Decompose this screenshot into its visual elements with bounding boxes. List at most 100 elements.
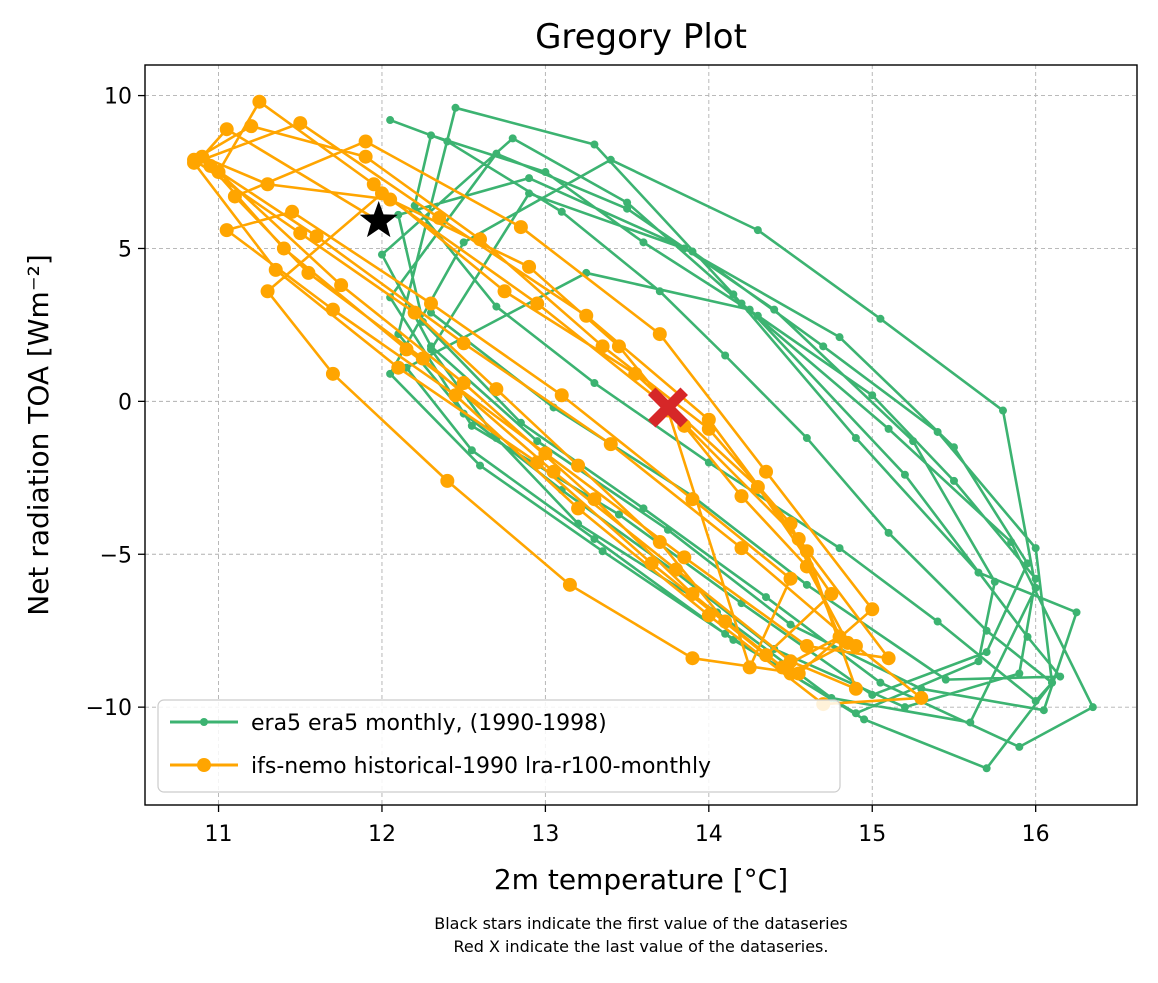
series-point-0 (998, 406, 1007, 415)
series-point-1 (301, 265, 316, 280)
series-point-1 (309, 229, 324, 244)
x-tick-label: 11 (205, 822, 233, 847)
series-point-1 (669, 562, 684, 577)
series-point-1 (865, 602, 880, 617)
series-point-1 (734, 489, 749, 504)
series-point-1 (603, 437, 618, 452)
y-tick-label: 0 (118, 390, 132, 415)
series-point-1 (554, 388, 569, 403)
series-point-1 (203, 158, 218, 173)
chart-title: Gregory Plot (535, 17, 747, 57)
series-point-1 (685, 651, 700, 666)
series-point-1 (677, 550, 692, 565)
series-point-1 (268, 262, 283, 277)
series-point-0 (753, 226, 762, 235)
series-point-1 (530, 296, 545, 311)
series-point-0 (949, 443, 958, 452)
series-point-0 (386, 369, 395, 378)
legend-box (157, 699, 841, 793)
series-point-0 (1023, 559, 1032, 568)
series-point-0 (459, 238, 468, 247)
series-point-1 (571, 458, 586, 473)
series-point-1 (473, 232, 488, 247)
series-point-0 (655, 287, 664, 296)
x-tick-label: 16 (1022, 822, 1050, 847)
series-point-1 (759, 464, 774, 479)
series-point-0 (909, 437, 918, 446)
series-point-0 (966, 718, 975, 727)
series-point-0 (802, 434, 811, 443)
series-point-0 (443, 137, 452, 146)
series-point-0 (598, 547, 607, 556)
series-point-0 (868, 391, 877, 400)
series-point-0 (614, 510, 623, 519)
series-point-0 (721, 351, 730, 360)
plot-frame (144, 64, 1138, 806)
series-point-0 (982, 626, 991, 635)
series-point-0 (941, 675, 950, 684)
series-point-1 (595, 339, 610, 354)
series-point-1 (366, 177, 381, 192)
series-point-0 (492, 302, 501, 311)
series-point-0 (606, 155, 615, 164)
series-point-1 (440, 473, 455, 488)
series-point-1 (579, 308, 594, 323)
series-point-0 (770, 305, 779, 314)
series-point-1 (227, 189, 242, 204)
series-point-0 (982, 764, 991, 773)
series-point-1 (293, 116, 308, 131)
y-tick-label: 10 (104, 85, 132, 110)
series-point-1 (685, 492, 700, 507)
series-point-0 (933, 617, 942, 626)
series-point-0 (835, 544, 844, 553)
series-point-1 (423, 296, 438, 311)
series-point-0 (900, 470, 909, 479)
series-point-0 (557, 207, 566, 216)
series-point-0 (835, 333, 844, 342)
x-axis-label: 2m temperature [°C] (494, 863, 788, 896)
series-point-0 (1056, 672, 1065, 681)
series-point-0 (1048, 678, 1057, 687)
series-point-1 (285, 204, 300, 219)
caption-line-1: Black stars indicate the first value of … (434, 914, 848, 933)
caption-line-2: Red X indicate the last value of the dat… (453, 937, 829, 956)
series-point-1 (644, 556, 659, 571)
series-point-0 (639, 504, 648, 513)
series-point-0 (467, 421, 476, 430)
series-point-0 (876, 678, 885, 687)
series-point-0 (982, 648, 991, 657)
series-point-1 (358, 149, 373, 164)
series-point-1 (881, 651, 896, 666)
series-point-1 (742, 660, 757, 675)
series-point-0 (516, 418, 525, 427)
series-point-0 (762, 593, 771, 602)
series-point-1 (791, 531, 806, 546)
series-point-0 (541, 168, 550, 177)
series-point-0 (1015, 742, 1024, 751)
series-point-1 (824, 587, 839, 602)
series-1 (187, 94, 929, 712)
series-point-1 (652, 535, 667, 550)
series-point-1 (571, 501, 586, 516)
series-point-0 (394, 210, 403, 219)
series-point-0 (729, 635, 738, 644)
series-point-0 (1031, 697, 1040, 706)
series-point-1 (276, 241, 291, 256)
series-0 (377, 103, 1097, 773)
legend-era5-label: era5 era5 monthly, (1990-1998) (251, 711, 607, 736)
series-point-0 (1072, 608, 1081, 617)
series-point-1 (799, 638, 814, 653)
series-point-1 (587, 492, 602, 507)
x-tick-label: 12 (368, 822, 396, 847)
series-point-1 (358, 134, 373, 149)
series-point-1 (456, 376, 471, 391)
series-point-1 (783, 654, 798, 669)
series-point-0 (1031, 544, 1040, 553)
series-point-1 (522, 259, 537, 274)
legend-ifs-marker (197, 758, 211, 772)
series-point-1 (611, 339, 626, 354)
legend-era5-marker (200, 718, 208, 726)
series-point-0 (590, 379, 599, 388)
series-point-0 (860, 715, 869, 724)
series-point-0 (663, 525, 672, 534)
